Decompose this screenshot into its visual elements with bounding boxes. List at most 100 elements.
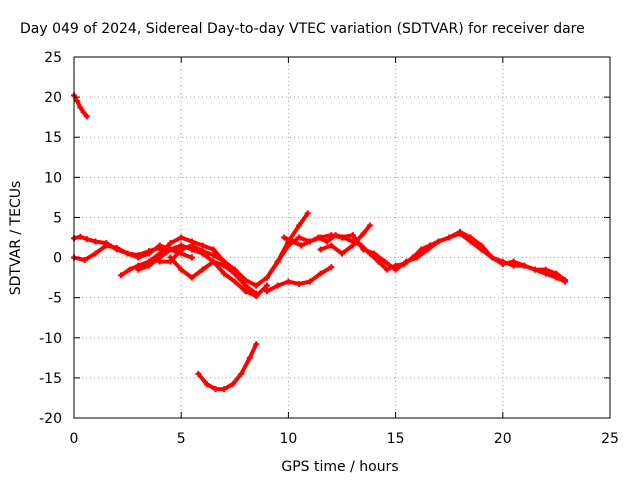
data-point — [418, 246, 425, 253]
data-point — [221, 262, 228, 269]
data-point — [146, 250, 153, 257]
y-tick-label: -15 — [39, 371, 62, 387]
data-point — [199, 248, 206, 255]
data-point — [92, 250, 99, 257]
data-point — [253, 341, 260, 348]
data-point — [489, 254, 496, 261]
data-point — [317, 246, 324, 253]
data-point — [499, 258, 506, 265]
data-point — [446, 234, 453, 241]
x-tick-label: 5 — [177, 431, 186, 447]
data-point — [296, 281, 303, 288]
data-point — [467, 238, 474, 245]
data-point — [328, 264, 335, 271]
data-point — [126, 266, 133, 273]
data-point — [510, 262, 517, 269]
data-point — [366, 222, 373, 229]
grid-layer — [74, 57, 610, 418]
data-point — [83, 113, 90, 120]
data-point — [263, 274, 270, 281]
data-point — [246, 354, 253, 361]
data-point — [435, 238, 442, 245]
data-point — [401, 260, 408, 267]
data-point — [332, 232, 339, 239]
data-point — [341, 234, 348, 241]
data-point — [124, 250, 131, 257]
data-point — [212, 386, 219, 393]
data-point — [289, 238, 296, 245]
data-point — [274, 282, 281, 289]
data-point — [231, 270, 238, 277]
y-tick-label: -5 — [48, 291, 62, 307]
data-point — [304, 210, 311, 217]
x-axis-label: GPS time / hours — [281, 459, 398, 475]
data-point — [167, 246, 174, 253]
data-point — [285, 278, 292, 285]
data-point — [392, 262, 399, 269]
x-tick-label: 0 — [70, 431, 79, 447]
data-point — [306, 238, 313, 245]
x-tick-label: 25 — [601, 431, 619, 447]
data-point — [360, 230, 367, 237]
data-point — [80, 109, 87, 116]
data-point — [263, 282, 270, 289]
data-point — [553, 274, 560, 281]
series-layer — [71, 92, 568, 393]
data-point — [83, 236, 90, 243]
x-tick-label: 15 — [387, 431, 405, 447]
x-tick-label: 10 — [279, 431, 297, 447]
y-tick-label: 10 — [44, 170, 62, 186]
data-point — [203, 381, 210, 388]
data-point — [210, 258, 217, 265]
data-point — [531, 266, 538, 273]
data-point — [521, 262, 528, 269]
data-point — [103, 242, 110, 249]
data-point — [298, 242, 305, 249]
data-point — [349, 242, 356, 249]
data-point — [118, 272, 125, 279]
data-point — [253, 282, 260, 289]
data-point — [167, 254, 174, 261]
data-point — [238, 370, 245, 377]
data-point — [210, 246, 217, 253]
data-point — [317, 270, 324, 277]
data-point — [274, 258, 281, 265]
data-point — [195, 370, 202, 377]
data-point — [135, 266, 142, 273]
data-point — [306, 278, 313, 285]
x-tick-label: 20 — [494, 431, 512, 447]
data-point — [188, 274, 195, 281]
data-point — [113, 244, 120, 251]
y-tick-label: 25 — [44, 50, 62, 66]
data-point — [263, 288, 270, 295]
data-point — [156, 258, 163, 265]
data-point — [77, 233, 84, 240]
data-point — [178, 234, 185, 241]
data-point — [375, 258, 382, 265]
data-point — [281, 234, 288, 241]
data-point — [561, 278, 568, 285]
data-point — [178, 266, 185, 273]
data-point — [296, 234, 303, 241]
data-point — [231, 278, 238, 285]
data-point — [296, 222, 303, 229]
y-axis-label: SDTVAR / TECUs — [8, 181, 24, 296]
data-point — [409, 254, 416, 261]
data-point — [199, 242, 206, 249]
y-tick-label: 5 — [53, 210, 62, 226]
data-point — [456, 230, 463, 237]
data-point — [242, 282, 249, 289]
series-line-arc-11 — [265, 265, 334, 294]
data-point — [285, 242, 292, 249]
data-point — [221, 386, 228, 393]
y-tick-label: -10 — [39, 331, 62, 347]
data-point — [478, 246, 485, 253]
data-point — [381, 258, 388, 265]
plot-frame — [73, 56, 611, 419]
data-point — [92, 238, 99, 245]
y-tick-label: 20 — [44, 90, 62, 106]
data-point — [74, 98, 81, 105]
data-point — [358, 242, 365, 249]
data-point — [339, 250, 345, 257]
